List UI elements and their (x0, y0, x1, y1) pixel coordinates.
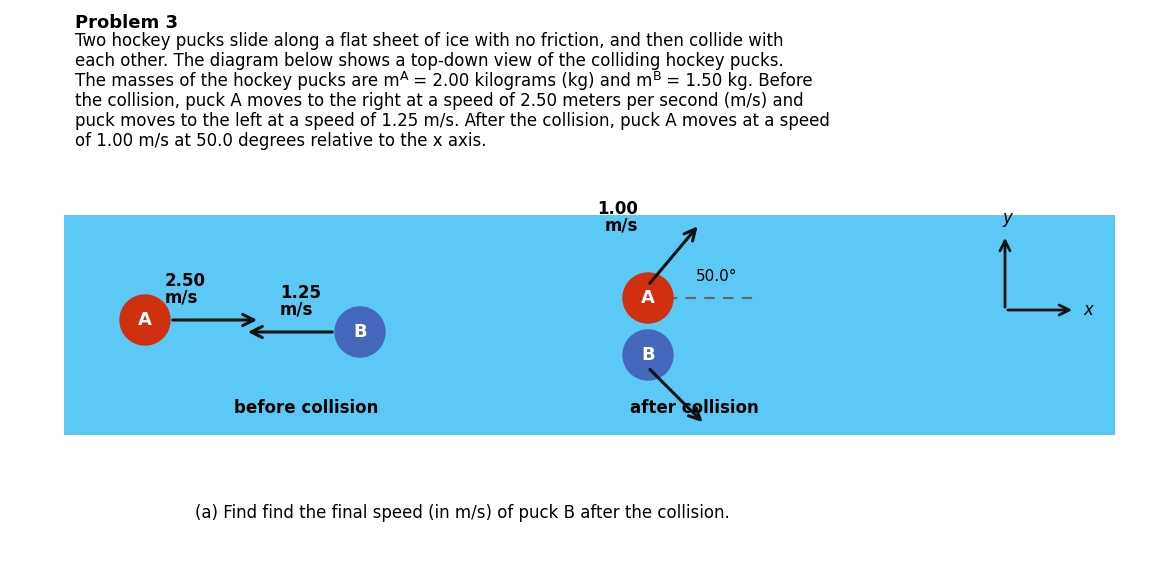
Text: (a) Find find the final speed (in m/s) of puck B after the collision.: (a) Find find the final speed (in m/s) o… (195, 504, 730, 522)
Circle shape (622, 273, 673, 323)
Text: m/s: m/s (605, 216, 638, 234)
Circle shape (335, 307, 385, 357)
Text: B: B (353, 323, 367, 341)
Text: A: A (641, 289, 655, 307)
Text: m/s: m/s (280, 300, 314, 318)
Text: B: B (653, 70, 661, 83)
Bar (64, 215, 1115, 435)
Text: after collision: after collision (631, 399, 759, 417)
Text: The masses of the hockey pucks are m: The masses of the hockey pucks are m (75, 72, 400, 90)
Text: 2.50: 2.50 (165, 272, 206, 290)
Text: Two hockey pucks slide along a flat sheet of ice with no friction, and then coll: Two hockey pucks slide along a flat shee… (75, 32, 784, 50)
Text: puck moves to the left at a speed of 1.25 m/s. After the collision, puck A moves: puck moves to the left at a speed of 1.2… (75, 112, 830, 130)
Text: x: x (1083, 301, 1093, 319)
Text: Problem 3: Problem 3 (75, 14, 178, 32)
Circle shape (622, 330, 673, 380)
Text: the collision, puck A moves to the right at a speed of 2.50 meters per second (m: the collision, puck A moves to the right… (75, 92, 804, 110)
Text: 1.00: 1.00 (597, 200, 638, 218)
Circle shape (121, 295, 170, 345)
Text: 1.25: 1.25 (280, 284, 321, 302)
Text: B: B (641, 346, 655, 364)
Text: 50.0°: 50.0° (696, 269, 737, 284)
Text: y: y (1002, 209, 1012, 227)
Text: = 2.00 kilograms (kg) and m: = 2.00 kilograms (kg) and m (408, 72, 653, 90)
Text: A: A (400, 70, 408, 83)
Text: = 1.50 kg. Before: = 1.50 kg. Before (661, 72, 813, 90)
Text: m/s: m/s (165, 288, 199, 306)
Text: A: A (138, 311, 152, 329)
Text: of 1.00 m/s at 50.0 degrees relative to the x axis.: of 1.00 m/s at 50.0 degrees relative to … (75, 132, 487, 150)
Text: before collision: before collision (234, 399, 378, 417)
Text: each other. The diagram below shows a top-down view of the colliding hockey puck: each other. The diagram below shows a to… (75, 52, 784, 70)
